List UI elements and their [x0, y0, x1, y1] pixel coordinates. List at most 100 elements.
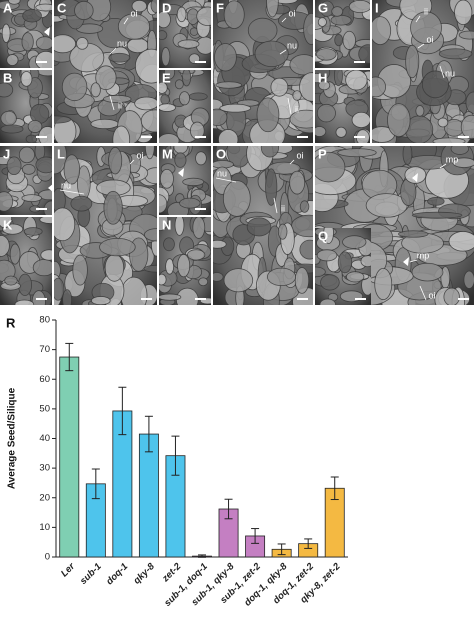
sem-texture	[40, 249, 52, 261]
sem-texture	[27, 120, 43, 133]
annotation: ii	[118, 100, 122, 110]
arrowhead	[178, 168, 184, 177]
sem-texture	[213, 272, 224, 282]
arrowhead	[48, 183, 54, 192]
x-tick-label: doq-1	[104, 561, 130, 587]
leader-line	[123, 17, 129, 25]
sem-texture	[318, 80, 331, 91]
sem-texture	[90, 118, 119, 130]
sem-panel	[315, 0, 370, 68]
sem-texture	[39, 217, 52, 224]
sem-texture	[61, 72, 88, 102]
scale-bar	[297, 298, 308, 300]
scale-bar	[195, 298, 206, 300]
scale-bar	[195, 208, 206, 210]
leader-line	[109, 95, 115, 111]
sem-texture	[404, 166, 427, 184]
sem-texture	[219, 103, 252, 113]
sem-texture	[323, 228, 334, 244]
sem-texture	[179, 197, 201, 209]
sem-texture	[178, 91, 191, 106]
sem-texture	[299, 239, 313, 260]
sem-texture	[438, 48, 473, 60]
sem-texture	[54, 146, 68, 175]
scale-bar	[36, 298, 47, 300]
leader-line	[419, 285, 427, 301]
leader-line	[109, 47, 117, 55]
sem-panel	[54, 0, 157, 143]
sem-texture	[160, 94, 170, 105]
sem-texture	[335, 126, 347, 138]
scale-bar	[36, 61, 47, 63]
panel-label: R	[6, 315, 16, 330]
sem-texture	[159, 103, 176, 112]
sem-texture	[372, 76, 387, 98]
sem-texture	[398, 230, 429, 238]
sem-texture	[267, 161, 301, 175]
sem-texture	[91, 296, 111, 305]
sem-texture	[223, 0, 245, 30]
sem-texture	[112, 125, 131, 143]
sem-texture	[443, 287, 460, 305]
sem-texture	[292, 90, 302, 101]
sem-texture	[159, 30, 168, 40]
y-tick-label: 20	[39, 492, 50, 503]
sem-texture	[72, 254, 88, 286]
scale-bar	[141, 298, 152, 300]
sem-texture	[54, 277, 65, 301]
sem-panel	[372, 0, 474, 143]
sem-texture	[454, 0, 473, 25]
annotation: ii	[295, 104, 299, 114]
sem-texture	[163, 237, 175, 252]
y-tick-label: 40	[39, 433, 50, 444]
sem-texture	[192, 217, 206, 239]
sem-panel	[213, 146, 313, 305]
sem-texture	[196, 6, 211, 26]
scale-bar	[354, 61, 365, 63]
sem-texture	[54, 207, 76, 242]
sem-texture	[144, 228, 157, 242]
sem-texture	[23, 227, 43, 236]
sem-texture	[6, 156, 22, 175]
sem-texture	[20, 71, 33, 87]
sem-texture	[345, 70, 368, 91]
sem-texture	[144, 146, 155, 160]
sem-panel	[0, 70, 52, 143]
sem-texture	[345, 271, 365, 283]
sem-texture	[165, 258, 175, 275]
arrowhead	[412, 173, 418, 182]
panel-label: K	[3, 217, 13, 232]
leader-line	[279, 49, 287, 55]
sem-texture	[188, 92, 208, 101]
y-tick-label: 30	[39, 463, 50, 474]
sem-texture	[21, 32, 34, 52]
sem-texture	[448, 231, 474, 252]
sem-texture	[315, 126, 327, 137]
sem-texture	[0, 191, 14, 212]
leader-line	[289, 159, 295, 165]
sem-texture	[134, 48, 157, 84]
sem-texture	[410, 11, 442, 45]
sem-texture	[315, 151, 346, 183]
scale-bar	[36, 136, 47, 138]
leader-line	[129, 159, 135, 165]
sem-texture	[159, 194, 168, 214]
annotation: nu	[287, 40, 297, 50]
sem-texture	[316, 249, 338, 262]
sem-texture	[374, 268, 393, 301]
panel-label: A	[3, 0, 13, 15]
sem-texture	[1, 71, 13, 80]
scale-bar	[458, 136, 469, 138]
sem-texture	[427, 197, 445, 206]
sem-panel	[54, 146, 157, 305]
sem-texture	[177, 253, 191, 278]
panel-label: Q	[318, 228, 328, 243]
sem-texture	[437, 117, 449, 128]
sem-texture	[463, 270, 474, 289]
sem-texture	[95, 65, 117, 91]
scale-bar	[141, 136, 152, 138]
panel-label: I	[375, 0, 379, 15]
bar	[59, 356, 80, 558]
sem-texture	[452, 157, 474, 168]
